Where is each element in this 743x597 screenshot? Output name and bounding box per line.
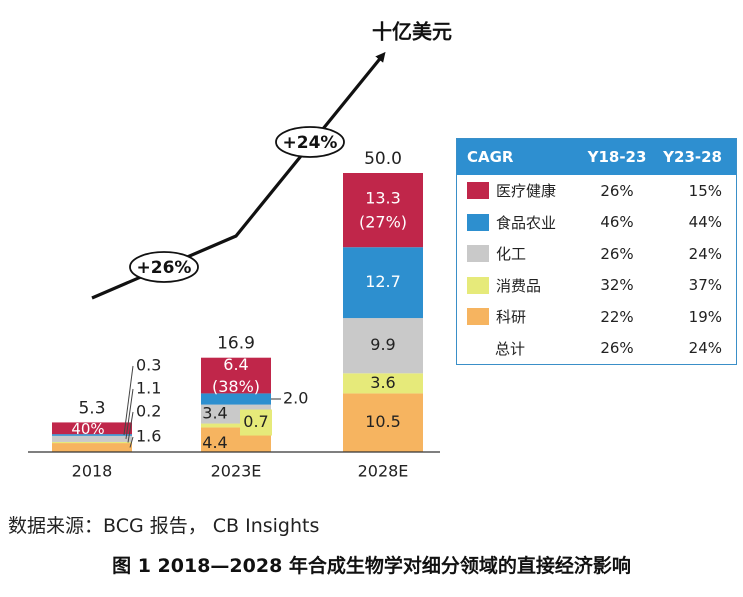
stacked-bar-chart: 2018 5.3 2023E 16.9 2028E 50.0 10.5 3.6 9.9 12.7 1… xyxy=(28,20,452,481)
cagr-total-label: 总计 xyxy=(495,339,526,358)
cagr-header-row: CAGR Y18-23 Y23-28 xyxy=(457,139,736,175)
callout-box-consumer-2023e xyxy=(240,409,272,436)
growth-bubble-2 xyxy=(275,126,345,158)
x-tick-label-2023e: 2023E xyxy=(211,462,262,481)
cagr-row-label: 科研 xyxy=(457,306,572,327)
x-tick-label-2028e: 2028E xyxy=(358,462,409,481)
leader-line-consumer-2018 xyxy=(127,411,134,443)
cagr-value-y18-23: 26% xyxy=(600,181,634,200)
chart-area: 2018 5.3 2023E 16.9 2028E 50.0 10.5 3.6 9.9 12.7 1… xyxy=(28,20,452,481)
legend-swatch-research xyxy=(467,308,489,326)
bar-consumer-2023e xyxy=(201,423,271,428)
figure-caption: 图 1 2018—2028 年合成生物学对细分领域的直接经济影响 xyxy=(112,555,631,577)
source-note: 数据来源：BCG 报告， CB Insights xyxy=(8,515,320,537)
bar-consumer-2028e xyxy=(343,373,423,394)
legend-swatch-healthcare xyxy=(467,182,489,200)
share-label-2028e: (27%) xyxy=(359,213,407,232)
total-label-2023e: 16.9 xyxy=(217,334,255,354)
cagr-header-label: CAGR xyxy=(467,148,514,166)
legend-label-chemical: 化工 xyxy=(496,245,527,264)
legend-swatch-food-agri xyxy=(467,213,489,231)
legend-label-research: 科研 xyxy=(496,308,527,327)
growth-label-2: +24% xyxy=(283,133,338,153)
total-label-2018: 5.3 xyxy=(78,398,105,418)
share-label-2023e: (38%) xyxy=(212,377,260,396)
value-label-food-agri-2018: 0.3 xyxy=(136,356,161,375)
bar-healthcare-2028e xyxy=(343,173,423,248)
cagr-row-consumer: 消费品 32% 37% xyxy=(457,270,736,302)
cagr-value-y18-23: 46% xyxy=(600,213,634,232)
cagr-total-y18-23: 26% xyxy=(600,339,634,358)
cagr-value-y23-28: 37% xyxy=(688,276,722,295)
cagr-value-y23-28: 44% xyxy=(688,213,722,232)
bar-research-2028e xyxy=(343,393,423,452)
cagr-header-y18-23: Y18-23 xyxy=(587,148,647,166)
value-label-food-agri-2023e: 2.0 xyxy=(283,388,308,407)
cagr-header-y23-28: Y23-28 xyxy=(663,148,722,166)
bar-food-agri-2028e xyxy=(343,247,423,319)
value-label-healthcare-2028e: 13.3 xyxy=(365,189,401,208)
bar-chemical-2018 xyxy=(52,435,132,442)
share-label-2018: 40% xyxy=(71,420,104,438)
value-label-food-agri-2028e: 12.7 xyxy=(365,272,401,291)
bar-healthcare-2023e xyxy=(201,357,271,394)
bar-healthcare-2018 xyxy=(52,422,132,435)
legend-swatch-consumer xyxy=(467,276,489,294)
bar-food-agri-2023e xyxy=(201,393,271,405)
growth-bubble-1 xyxy=(129,251,199,283)
x-tick-label-2018: 2018 xyxy=(72,462,113,481)
cagr-table: CAGR Y18-23 Y23-28 医疗健康 26% 15% 食品农业 46% 44% 化… xyxy=(456,138,737,365)
leader-line-food-agri-2018 xyxy=(123,365,134,436)
cagr-row-label: 消费品 xyxy=(457,275,572,296)
cagr-value-y18-23: 26% xyxy=(600,244,634,263)
legend-label-consumer: 消费品 xyxy=(496,276,542,295)
cagr-row-label: 食品农业 xyxy=(457,212,572,233)
cagr-row-label: 医疗健康 xyxy=(457,180,572,201)
cagr-total-y23-28: 24% xyxy=(688,339,722,358)
cagr-value-y23-28: 19% xyxy=(688,307,722,326)
cagr-row-label: 化工 xyxy=(457,243,572,264)
bar-chemical-2028e xyxy=(343,318,423,374)
total-label-2028e: 50.0 xyxy=(364,149,402,169)
value-label-chemical-2018: 1.1 xyxy=(136,379,161,398)
legend-swatch-chemical xyxy=(467,245,489,263)
cagr-value-y18-23: 32% xyxy=(600,276,634,295)
bar-food-agri-2018 xyxy=(52,434,132,436)
value-label-healthcare-2023e: 6.4 xyxy=(223,355,248,374)
cagr-row-healthcare: 医疗健康 26% 15% xyxy=(457,175,736,207)
cagr-row-food-agri: 食品农业 46% 44% xyxy=(457,207,736,239)
bar-consumer-2018 xyxy=(52,441,132,444)
value-label-research-2023e: 4.4 xyxy=(202,433,227,452)
cagr-row-research: 科研 22% 19% xyxy=(457,301,736,333)
value-label-chemical-2028e: 9.9 xyxy=(370,335,395,354)
leader-line-chemical-2018 xyxy=(125,388,134,439)
cagr-value-y18-23: 22% xyxy=(600,307,634,326)
value-label-consumer-2018: 0.2 xyxy=(136,402,161,421)
value-label-research-2028e: 10.5 xyxy=(365,412,401,431)
legend-label-healthcare: 医疗健康 xyxy=(496,182,557,201)
cagr-row-total: 总计 26% 24% xyxy=(457,333,736,365)
value-label-chemical-2023e: 3.4 xyxy=(202,404,227,423)
value-label-consumer-2023e: 0.7 xyxy=(243,412,268,431)
growth-label-1: +26% xyxy=(137,258,192,278)
value-label-consumer-2028e: 3.6 xyxy=(370,373,395,392)
value-label-research-2018: 1.6 xyxy=(136,427,161,446)
cagr-value-y23-28: 15% xyxy=(688,181,722,200)
unit-label: 十亿美元 xyxy=(372,20,452,44)
bar-research-2018 xyxy=(52,443,132,452)
cagr-row-chemical: 化工 26% 24% xyxy=(457,238,736,270)
cagr-value-y23-28: 24% xyxy=(688,244,722,263)
legend-label-food-agri: 食品农业 xyxy=(496,213,557,232)
leader-line-research-2018 xyxy=(129,436,134,448)
